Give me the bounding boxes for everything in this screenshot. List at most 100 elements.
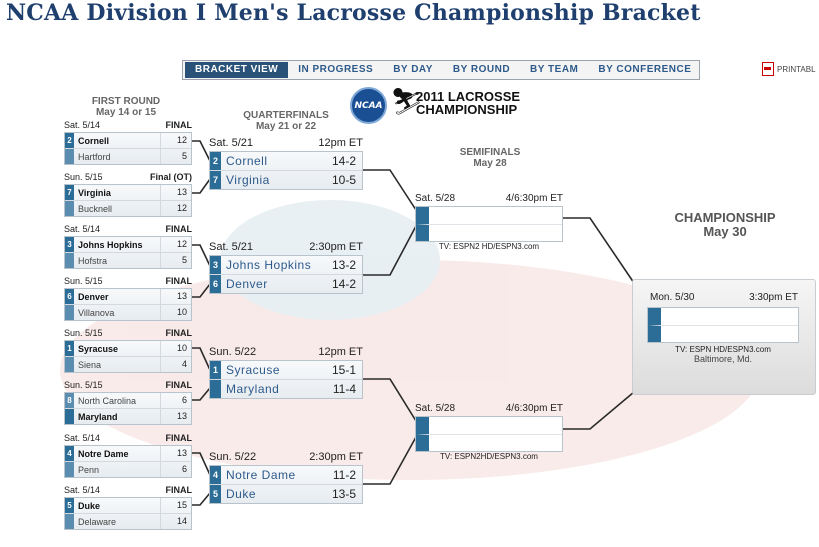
lacrosse-player-icon: ⛷: [390, 87, 424, 117]
seed-badge: 2: [210, 152, 221, 170]
championship-location: Baltimore, Md.: [693, 354, 753, 364]
game-time: 3:30pm ET: [749, 292, 798, 303]
game-date: Sat. 5/21: [209, 137, 254, 149]
seed-badge: 1: [65, 341, 74, 356]
team-name[interactable]: Villanova: [78, 307, 115, 318]
quarterfinal-game-1[interactable]: Sat. 5/21 12pm ET 2 Cornell 14-2 7 Virginia 1…: [209, 137, 363, 190]
team-record: 13-5: [331, 487, 356, 501]
ncaa-logo: NCAA: [350, 87, 387, 124]
first-round-game-2[interactable]: Sun. 5/15 Final (OT) 7 Virginia 13 Bucknell…: [64, 172, 192, 217]
round-dates: May 21 or 22: [255, 121, 317, 132]
team-name[interactable]: Hofstra: [78, 255, 108, 266]
round-dates: May 14 or 15: [95, 107, 157, 118]
team-slot: [416, 224, 562, 241]
seed-badge: [210, 380, 221, 398]
game-status: FINAL: [165, 120, 193, 130]
seed-badge: 3: [210, 256, 221, 274]
team-score: 6: [160, 393, 191, 408]
quarterfinals-header: QUARTERFINALS May 21 or 22: [226, 110, 346, 132]
team-record: 14-2: [331, 277, 356, 291]
team-slot: [416, 417, 562, 434]
view-nav: BRACKET VIEW IN PROGRESS BY DAY BY ROUND…: [182, 60, 700, 80]
team-score: 10: [160, 341, 191, 356]
game-date: Sat. 5/28: [415, 403, 456, 414]
team-name[interactable]: North Carolina: [78, 395, 137, 406]
first-round-game-1[interactable]: Sat. 5/14 FINAL 2 Cornell 12 Hartford 5: [64, 120, 192, 165]
team-name[interactable]: Virginia: [78, 187, 111, 198]
semifinal-game-1[interactable]: Sat. 5/28 4/6:30pm ET TV: ESPN2 HD/ESPN3.…: [415, 193, 563, 251]
team-name[interactable]: Bucknell: [78, 203, 113, 214]
team-name[interactable]: Delaware: [78, 516, 117, 527]
nav-by-team[interactable]: BY TEAM: [530, 64, 579, 75]
seed-badge: 4: [65, 446, 74, 461]
game-date: Sun. 5/22: [209, 451, 257, 463]
game-status: Final (OT): [150, 172, 192, 182]
team-name[interactable]: Duke: [78, 500, 101, 511]
printable-link[interactable]: PRINTABL: [762, 62, 816, 76]
semifinal-game-2[interactable]: Sat. 5/28 4/6:30pm ET TV: ESPN2HD/ESPN3.c…: [415, 403, 563, 461]
team-slot: [648, 325, 798, 342]
team-score: 15: [160, 498, 191, 513]
first-round-header: FIRST ROUND May 14 or 15: [66, 96, 186, 118]
nav-by-day[interactable]: BY DAY: [393, 64, 433, 75]
team-name[interactable]: Denver: [78, 291, 109, 302]
game-date: Sun. 5/22: [209, 346, 257, 358]
seed-badge: [65, 253, 74, 268]
team-name[interactable]: Syracuse: [226, 363, 281, 377]
team-name[interactable]: Denver: [226, 277, 268, 291]
game-date: Sat. 5/28: [415, 193, 456, 204]
team-slot: [416, 434, 562, 451]
team-name[interactable]: Syracuse: [78, 343, 119, 354]
team-name[interactable]: Virginia: [226, 173, 270, 187]
first-round-game-6[interactable]: Sun. 5/15 FINAL 8 North Carolina 6 Maryland…: [64, 380, 192, 425]
round-dates: May 30: [703, 224, 747, 239]
team-name[interactable]: Cornell: [226, 154, 268, 168]
team-name[interactable]: Maryland: [78, 411, 118, 422]
team-name[interactable]: Duke: [226, 487, 257, 501]
seed-badge: 6: [210, 275, 221, 293]
game-time: 12pm ET: [318, 137, 363, 149]
nav-in-progress[interactable]: IN PROGRESS: [298, 64, 374, 75]
nav-bracket-view[interactable]: BRACKET VIEW: [185, 62, 289, 78]
team-name[interactable]: Penn: [78, 464, 100, 475]
nav-by-round[interactable]: BY ROUND: [452, 64, 511, 75]
team-name[interactable]: Siena: [78, 359, 102, 370]
team-name[interactable]: Notre Dame: [226, 468, 296, 482]
seed-badge: 4: [210, 466, 221, 484]
team-name[interactable]: Johns Hopkins: [78, 239, 143, 250]
team-record: 11-4: [332, 382, 356, 396]
team-name[interactable]: Notre Dame: [78, 448, 129, 459]
nav-by-conference[interactable]: BY CONFERENCE: [598, 64, 692, 75]
game-date: Sun. 5/15: [64, 328, 103, 338]
first-round-game-4[interactable]: Sun. 5/15 FINAL 6 Denver 13 Villanova 10: [64, 276, 192, 321]
seed-badge: [65, 305, 74, 320]
championship-game-header: Mon. 5/30 3:30pm ET: [650, 292, 798, 303]
team-name[interactable]: Cornell: [78, 135, 110, 146]
seed-badge: 7: [210, 171, 221, 189]
game-date: Sat. 5/14: [64, 120, 101, 130]
game-date: Sun. 5/15: [64, 276, 103, 286]
seed-badge: [65, 462, 74, 477]
game-date: Sat. 5/21: [209, 241, 254, 253]
team-name[interactable]: Johns Hopkins: [226, 258, 312, 272]
team-score: 13: [160, 409, 191, 424]
first-round-game-3[interactable]: Sat. 5/14 FINAL 3 Johns Hopkins 12 Hofstra 5: [64, 224, 192, 269]
game-date: Sun. 5/15: [64, 172, 103, 182]
quarterfinal-game-4[interactable]: Sun. 5/22 2:30pm ET 4 Notre Dame 11-2 5 Duke…: [209, 451, 363, 504]
team-name[interactable]: Hartford: [78, 151, 111, 162]
game-status: FINAL: [165, 276, 193, 286]
team-score: 13: [160, 185, 191, 200]
game-status: FINAL: [165, 380, 193, 390]
tv-info: TV: ESPN2 HD/ESPN3.com: [438, 242, 540, 251]
team-record: 11-2: [332, 468, 356, 482]
team-name[interactable]: Maryland: [226, 382, 280, 396]
game-time: 4/6:30pm ET: [505, 403, 563, 414]
first-round-game-7[interactable]: Sat. 5/14 FINAL 4 Notre Dame 13 Penn 6: [64, 433, 192, 478]
first-round-game-5[interactable]: Sun. 5/15 FINAL 1 Syracuse 10 Siena 4: [64, 328, 192, 373]
quarterfinal-game-3[interactable]: Sun. 5/22 12pm ET 1 Syracuse 15-1 Maryland 1…: [209, 346, 363, 399]
seed-badge: 7: [65, 185, 74, 200]
first-round-game-8[interactable]: Sat. 5/14 FINAL 5 Duke 15 Delaware 14: [64, 485, 192, 530]
championship-game-box[interactable]: [647, 307, 799, 343]
